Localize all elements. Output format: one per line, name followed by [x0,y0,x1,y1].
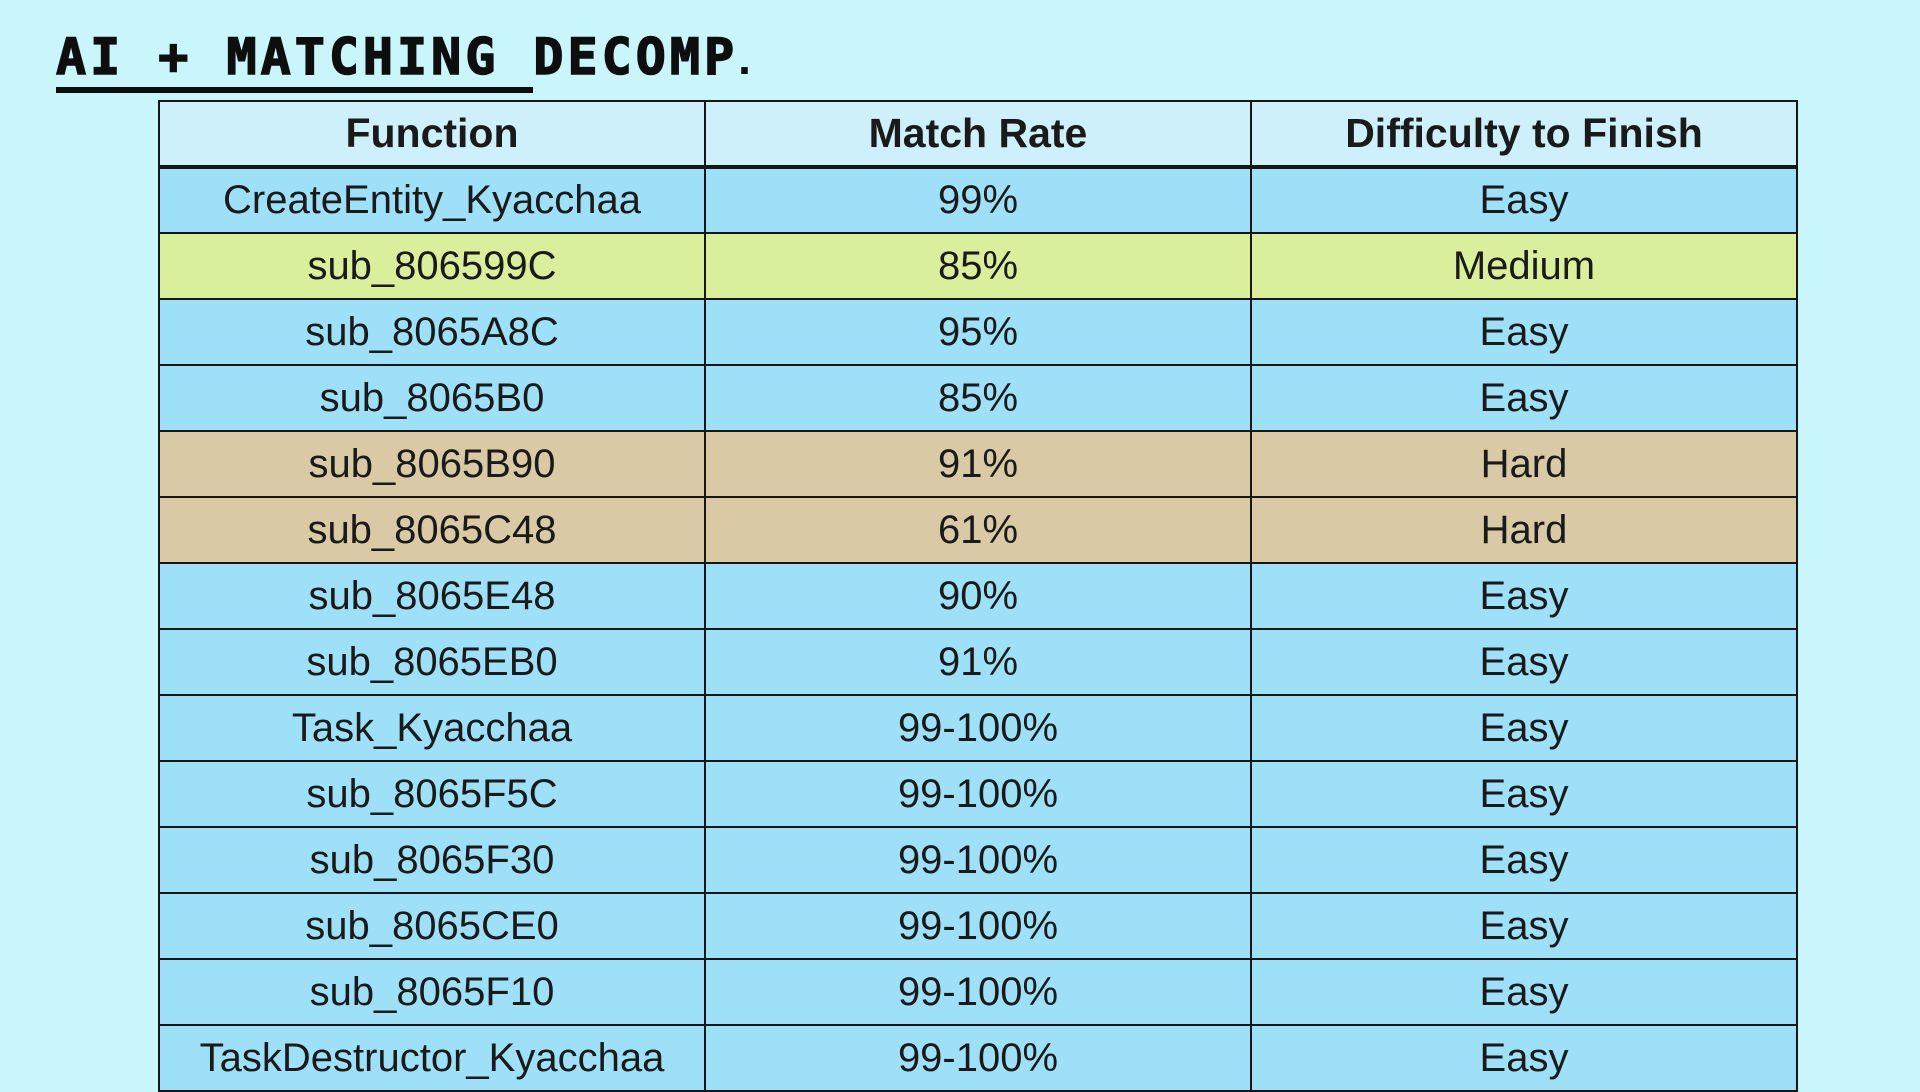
difficulty-cell: Easy [1250,628,1798,696]
match-rate-cell: 91% [704,430,1252,498]
function-cell: sub_8065F30 [158,826,706,894]
difficulty-cell: Easy [1250,694,1798,762]
function-cell: TaskDestructor_Kyacchaa [158,1024,706,1092]
function-cell: CreateEntity_Kyacchaa [158,166,706,234]
table-row: sub_806599C 85% Medium [158,232,1798,300]
table-header: Function Match Rate Difficulty to Finish [158,100,1798,169]
function-cell: sub_8065F10 [158,958,706,1026]
match-rate-cell: 99-100% [704,892,1252,960]
difficulty-cell: Hard [1250,430,1798,498]
page-title-period: . [738,32,755,84]
header-row: Function Match Rate Difficulty to Finish [158,100,1798,169]
page-title: AI + MATCHING DECOMP. [55,28,755,93]
table-row: sub_8065EB0 91% Easy [158,628,1798,696]
difficulty-cell: Easy [1250,892,1798,960]
table-row: sub_8065A8C 95% Easy [158,298,1798,366]
match-rate-cell: 99-100% [704,1024,1252,1092]
match-rate-cell: 85% [704,232,1252,300]
difficulty-cell: Easy [1250,562,1798,630]
match-rate-cell: 90% [704,562,1252,630]
table-row: CreateEntity_Kyacchaa 99% Easy [158,166,1798,234]
table-body: CreateEntity_Kyacchaa 99% Easy sub_806599C 8… [158,166,1798,1092]
function-cell: sub_8065C48 [158,496,706,564]
match-rate-cell: 95% [704,298,1252,366]
function-cell: sub_8065E48 [158,562,706,630]
page-title-text: AI + MATCHING DECOMP [55,28,739,93]
difficulty-cell: Easy [1250,1024,1798,1092]
difficulty-cell: Medium [1250,232,1798,300]
table-row: sub_8065F5C 99-100% Easy [158,760,1798,828]
table-row: sub_8065E48 90% Easy [158,562,1798,630]
function-cell: sub_8065B90 [158,430,706,498]
match-rate-cell: 91% [704,628,1252,696]
column-header-match-rate: Match Rate [704,100,1252,169]
match-rate-cell: 99% [704,166,1252,234]
difficulty-cell: Easy [1250,364,1798,432]
function-cell: sub_8065A8C [158,298,706,366]
table-row: TaskDestructor_Kyacchaa 99-100% Easy [158,1024,1798,1092]
match-rate-cell: 99-100% [704,760,1252,828]
match-rate-cell: 99-100% [704,958,1252,1026]
table-row: sub_8065F10 99-100% Easy [158,958,1798,1026]
match-rate-cell: 85% [704,364,1252,432]
function-cell: sub_8065B0 [158,364,706,432]
function-cell: sub_8065EB0 [158,628,706,696]
function-cell: Task_Kyacchaa [158,694,706,762]
difficulty-cell: Easy [1250,166,1798,234]
table-row: sub_8065CE0 99-100% Easy [158,892,1798,960]
match-rate-cell: 99-100% [704,694,1252,762]
difficulty-cell: Hard [1250,496,1798,564]
function-cell: sub_8065CE0 [158,892,706,960]
table-row: sub_8065F30 99-100% Easy [158,826,1798,894]
decomp-table: Function Match Rate Difficulty to Finish… [158,100,1798,1092]
difficulty-cell: Easy [1250,760,1798,828]
match-rate-cell: 61% [704,496,1252,564]
table-row: sub_8065C48 61% Hard [158,496,1798,564]
table-row: sub_8065B0 85% Easy [158,364,1798,432]
difficulty-cell: Easy [1250,826,1798,894]
column-header-function: Function [158,100,706,169]
table-row: Task_Kyacchaa 99-100% Easy [158,694,1798,762]
column-header-difficulty: Difficulty to Finish [1250,100,1798,169]
function-cell: sub_806599C [158,232,706,300]
difficulty-cell: Easy [1250,958,1798,1026]
function-cell: sub_8065F5C [158,760,706,828]
match-rate-cell: 99-100% [704,826,1252,894]
table-row: sub_8065B90 91% Hard [158,430,1798,498]
difficulty-cell: Easy [1250,298,1798,366]
